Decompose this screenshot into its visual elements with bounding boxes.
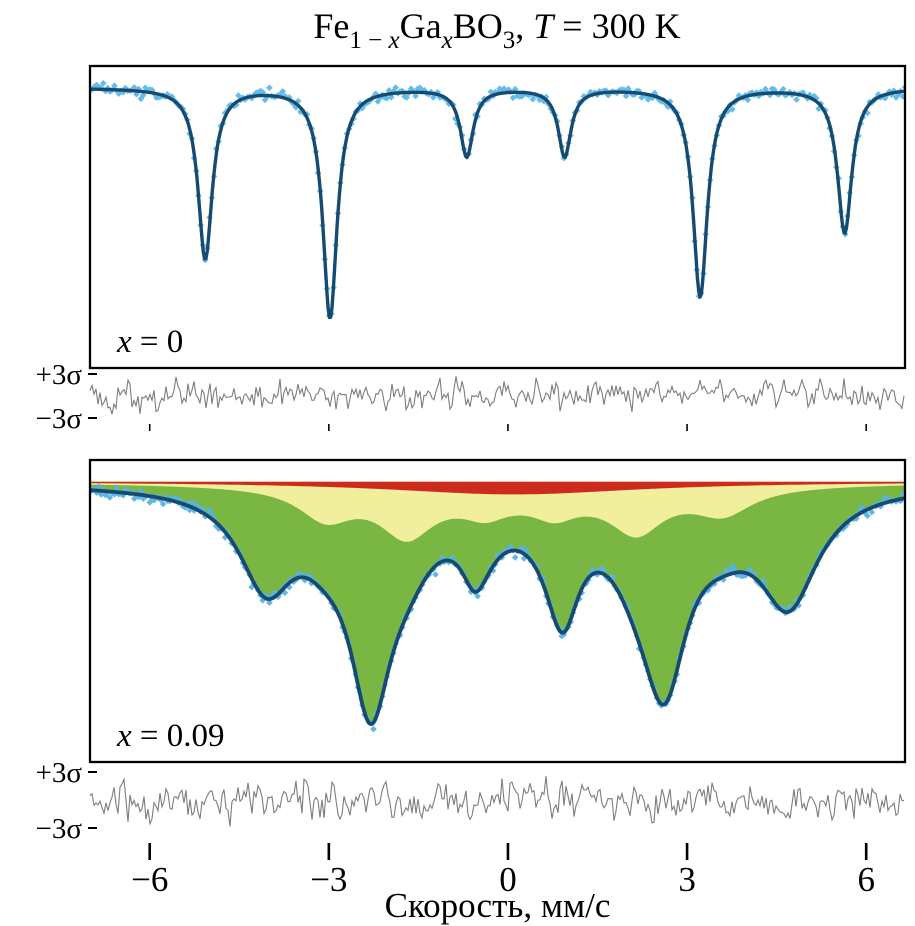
residual-label-plus3sigma: +3σ bbox=[36, 757, 83, 789]
x-tick-label: 0 bbox=[499, 860, 517, 899]
figure-title: Fe1 − xGaxBO3, T = 300 K bbox=[313, 6, 680, 54]
component-red-area bbox=[91, 481, 904, 495]
fit-curve bbox=[91, 87, 904, 320]
x-tick-label: 3 bbox=[678, 860, 696, 899]
residual-label-minus3sigma: −3σ bbox=[36, 403, 83, 435]
x-tick-label: 6 bbox=[857, 860, 875, 899]
spectrum-panel-2 bbox=[91, 481, 904, 733]
residual-label-plus3sigma: +3σ bbox=[36, 359, 83, 391]
x-tick-label: −6 bbox=[131, 860, 168, 899]
panel-frame bbox=[88, 64, 907, 370]
panel-label: x = 0 bbox=[116, 324, 183, 360]
experimental-points bbox=[91, 80, 904, 320]
fit-curve bbox=[91, 488, 904, 726]
residual-trace bbox=[89, 376, 905, 415]
residual-label-minus3sigma: −3σ bbox=[36, 813, 83, 845]
x-tick-label: −3 bbox=[310, 860, 347, 899]
x-axis-title: Скорость, мм/с bbox=[385, 886, 611, 925]
residual-trace bbox=[89, 776, 905, 827]
panel-frame bbox=[88, 458, 907, 764]
component-yellow-area bbox=[91, 481, 904, 542]
component-green-area bbox=[91, 481, 904, 725]
spectrum-panel-1 bbox=[91, 80, 904, 320]
panel-label: x = 0.09 bbox=[116, 718, 225, 754]
